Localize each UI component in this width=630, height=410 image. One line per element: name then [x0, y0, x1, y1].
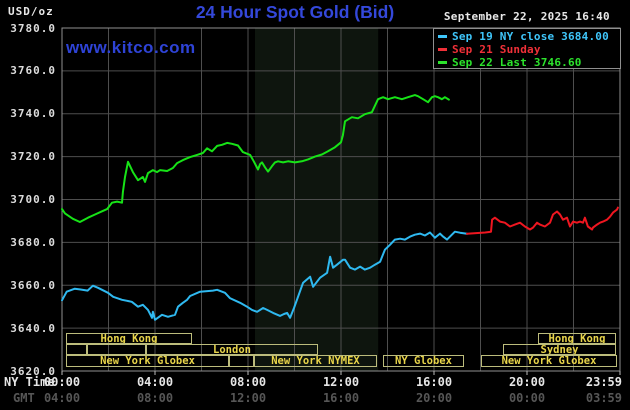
gmt-tick-label: 12:00 — [229, 391, 267, 405]
y-axis-unit-label: USD/oz — [8, 5, 54, 18]
session-box-london: London — [146, 344, 318, 355]
session-box-empty — [229, 355, 254, 367]
legend-item: Sep 22 Last 3746.60 — [438, 56, 620, 69]
session-box-new-york-globex: New York Globex — [481, 355, 617, 367]
legend-item-label: Sep 22 Last 3746.60 — [452, 56, 582, 69]
y-axis-tick-label: 3720.0 — [10, 150, 56, 164]
ny-time-axis-label: NY Time — [4, 375, 55, 389]
y-axis-tick-label: 3760.0 — [10, 64, 56, 78]
gmt-tick-label: 03:59 — [585, 391, 622, 405]
ny-time-tick-label: 16:00 — [415, 375, 453, 389]
legend-line-swatch — [438, 34, 447, 38]
legend-item: Sep 19 NY close 3684.00 — [438, 30, 620, 43]
series-line-sep-19-ny-close — [61, 230, 468, 321]
ny-time-tick-label: 00:00 — [43, 375, 81, 389]
y-axis-tick-label: 3620.0 — [10, 364, 56, 378]
kitco-logo-link[interactable]: www.kitco.com — [66, 38, 196, 57]
legend: Sep 19 NY close 3684.00 Sep 21 Sunday Sep … — [433, 28, 621, 69]
session-box-new-york-nymex: New York NYMEX — [254, 355, 377, 367]
legend-item-label: Sep 19 NY close 3684.00 — [452, 30, 609, 43]
y-axis-tick-label: 3680.0 — [10, 235, 56, 249]
ny-time-tick-label: 04:00 — [136, 375, 174, 389]
gmt-tick-label: 16:00 — [322, 391, 360, 405]
y-axis-tick-label: 3700.0 — [10, 193, 56, 206]
ny-time-tick-label: 12:00 — [322, 375, 360, 389]
chart-title: 24 Hour Spot Gold (Bid) — [195, 2, 395, 22]
legend-item-label: Sep 21 Sunday — [452, 43, 541, 56]
session-box-sydney: Sydney — [503, 344, 616, 355]
series-line-sep-22-last — [61, 94, 450, 223]
y-axis-tick-label: 3740.0 — [10, 107, 56, 121]
session-box-hong-kong: Hong Kong — [66, 333, 192, 344]
gmt-tick-label: 04:00 — [43, 391, 81, 405]
legend-line-swatch — [438, 60, 447, 64]
ny-time-tick-label: 08:00 — [229, 375, 267, 389]
ny-time-tick-label: 23:59 — [585, 375, 622, 389]
legend-line-swatch — [438, 47, 447, 51]
session-box-empty — [66, 344, 87, 355]
y-axis-tick-label: 3780.0 — [10, 21, 56, 35]
session-box-hong-kong: Hong Kong — [538, 333, 616, 344]
session-box-ny-globex: NY Globex — [383, 355, 464, 367]
gmt-axis-label: GMT — [13, 391, 35, 405]
session-box-empty — [87, 344, 146, 355]
gmt-tick-label: 00:00 — [508, 391, 546, 405]
y-axis-tick-label: 3660.0 — [10, 278, 56, 292]
gmt-tick-label: 08:00 — [136, 391, 174, 405]
timestamp: September 22, 2025 16:40 — [443, 10, 610, 23]
gmt-tick-label: 20:00 — [415, 391, 453, 405]
y-axis-tick-label: 3640.0 — [10, 321, 56, 335]
session-box-new-york-globex: New York Globex — [66, 355, 229, 367]
legend-item: Sep 21 Sunday — [438, 43, 620, 56]
ny-time-tick-label: 20:00 — [508, 375, 546, 389]
series-line-sep-21-sunday — [466, 206, 619, 235]
